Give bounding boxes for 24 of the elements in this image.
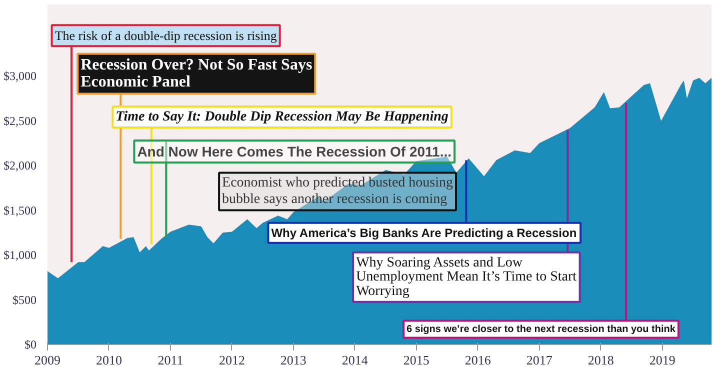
x-tick-label: 2012 [218,352,245,367]
x-tick-label: 2019 [649,352,676,367]
annotation: Why America’s Big Banks Are Predicting a Recession [271,226,577,240]
x-tick-label: 2017 [526,352,553,367]
y-tick-label: $2,000 [4,158,36,173]
y-tick-label: $1,500 [4,203,36,218]
x-tick-label: 2010 [96,352,122,367]
x-tick-label: 2015 [403,352,430,367]
x-tick-label: 2013 [280,352,306,367]
x-tick-label: 2014 [342,352,368,367]
annotation: Why Soaring Assets and Low Unemployment Mean It’s Time to Start Worrying [356,255,577,299]
y-tick-label: $500 [12,292,36,307]
y-tick-label: $0 [24,338,36,352]
annotation: Recession Over? Not So Fast Says Economic Panel [80,56,312,91]
x-tick-label: 2016 [464,352,492,367]
y-tick-label: $2,500 [4,114,36,128]
x-tick-label: 2009 [34,352,60,367]
y-tick-label: $1,000 [4,248,36,262]
annotation: The risk of a double-dip recession is rising [54,28,278,44]
annotation: Time to Say It: Double Dip Recession May Be Happening [116,110,448,124]
annotation: 6 signs we’re closer to the next recession than you think [406,324,676,335]
x-tick-label: 2011 [158,352,184,367]
y-tick-label: $3,000 [4,69,36,84]
x-tick-label: 2018 [588,352,614,367]
